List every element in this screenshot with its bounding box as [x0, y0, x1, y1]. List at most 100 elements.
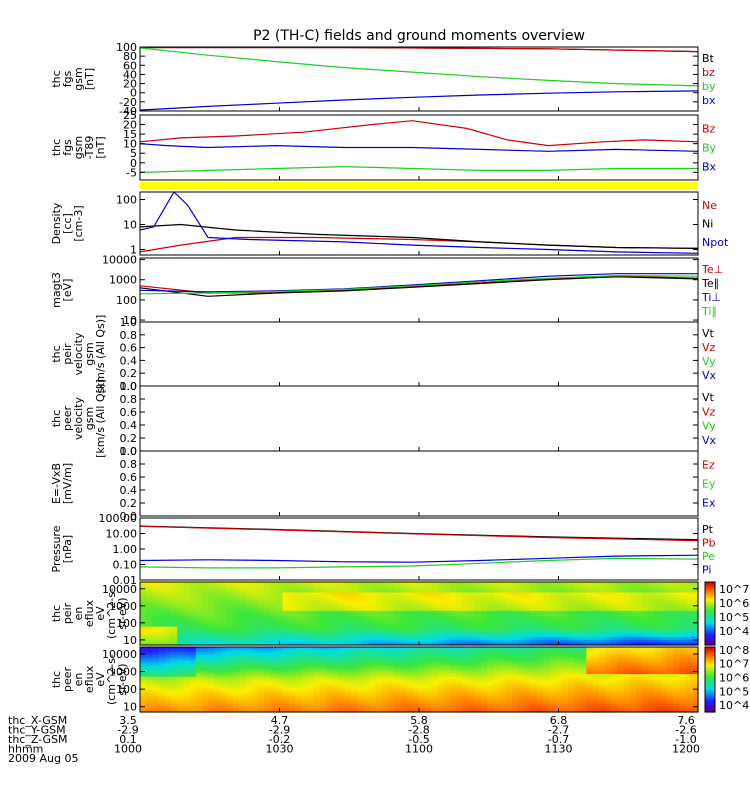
- spectrogram-cell: [375, 608, 383, 612]
- spectrogram-cell: [437, 642, 445, 646]
- spectrogram-cell: [202, 690, 209, 694]
- spectrogram-cell: [202, 687, 209, 691]
- spectrogram-cell: [381, 652, 389, 656]
- colorbar-swatch: [705, 653, 715, 656]
- spectrogram-cell: [499, 682, 507, 686]
- spectrogram-cell: [499, 703, 507, 708]
- spectrogram-cell: [456, 587, 463, 591]
- spectrogram-cell: [667, 639, 674, 643]
- spectrogram-cell: [406, 605, 414, 609]
- spectrogram-cell: [363, 655, 370, 659]
- spectrogram-cell: [276, 616, 284, 620]
- spectrogram-cell: [431, 709, 439, 713]
- spectrogram-cell: [140, 595, 147, 599]
- spectrogram-cell: [381, 649, 389, 654]
- y-axis-label: [mV/m]: [61, 463, 74, 504]
- spectrogram-cell: [468, 674, 476, 678]
- spectrogram-cell: [586, 603, 594, 607]
- spectrogram-cell: [586, 703, 594, 708]
- spectrogram-cell: [456, 674, 463, 678]
- spectrogram-cell: [344, 589, 352, 594]
- spectrogram-cell: [499, 652, 507, 656]
- y-tick-label: 0.10: [113, 559, 138, 572]
- spectrogram-cell: [617, 605, 625, 609]
- spectrogram-cell: [505, 582, 513, 586]
- spectrogram-cell: [642, 624, 649, 628]
- spectrogram-cell: [512, 610, 519, 615]
- spectrogram-cell: [276, 690, 284, 694]
- spectrogram-cell: [369, 660, 377, 664]
- spectrogram-cell: [425, 624, 432, 628]
- spectrogram-cell: [177, 624, 184, 628]
- spectrogram-cell: [462, 621, 470, 625]
- spectrogram-cell: [152, 639, 160, 643]
- spectrogram-cell: [450, 642, 457, 646]
- spectrogram-cell: [369, 693, 377, 697]
- spectrogram-cell: [270, 695, 277, 700]
- spectrogram-cell: [574, 637, 581, 641]
- spectrogram-cell: [357, 597, 364, 601]
- spectrogram-cell: [524, 600, 532, 604]
- spectrogram-cell: [295, 687, 302, 691]
- spectrogram-cell: [195, 637, 203, 641]
- spectrogram-cell: [431, 687, 439, 691]
- spectrogram-cell: [580, 655, 587, 659]
- spectrogram-cell: [499, 595, 507, 599]
- spectrogram-cell: [586, 676, 594, 681]
- spectrogram-cell: [493, 631, 501, 636]
- spectrogram-cell: [518, 595, 525, 599]
- spectrogram-cell: [189, 647, 197, 651]
- spectrogram-cell: [319, 634, 327, 638]
- spectrogram-cell: [313, 674, 321, 678]
- spectrogram-cell: [233, 665, 240, 670]
- spectrogram-cell: [171, 660, 178, 664]
- spectrogram-cell: [462, 631, 470, 636]
- spectrogram-cell: [251, 592, 259, 596]
- spectrogram-cell: [363, 642, 370, 646]
- spectrogram-cell: [673, 682, 680, 686]
- colorbar-swatch: [705, 703, 715, 707]
- spectrogram-cell: [629, 624, 637, 628]
- ephemeris-value: 1000: [114, 743, 142, 756]
- spectrogram-cell: [202, 652, 209, 656]
- spectrogram-cell: [226, 634, 234, 638]
- spectrogram-cell: [158, 597, 166, 601]
- spectrogram-cell: [574, 600, 581, 604]
- y-axis-label: peir: [61, 343, 74, 365]
- spectrogram-cell: [524, 649, 532, 654]
- spectrogram-cell: [257, 621, 265, 625]
- colorbar-swatch: [705, 635, 715, 638]
- spectrogram-cell: [642, 595, 649, 599]
- spectrogram-cell: [623, 582, 631, 586]
- spectrogram-cell: [673, 626, 680, 630]
- spectrogram-cell: [419, 657, 426, 662]
- spectrogram-cell: [344, 637, 352, 641]
- spectrogram-cell: [648, 637, 656, 641]
- spectrogram-cell: [152, 608, 160, 612]
- spectrogram-cell: [394, 706, 401, 710]
- spectrogram-cell: [214, 600, 222, 604]
- spectrogram-cell: [282, 663, 290, 667]
- y-axis-label: thc: [50, 605, 63, 622]
- spectrogram-cell: [431, 605, 439, 609]
- spectrogram-cell: [152, 618, 160, 622]
- spectrogram-cell: [270, 616, 277, 620]
- spectrogram-cell: [567, 649, 575, 654]
- spectrogram-cell: [567, 693, 575, 697]
- spectrogram-cell: [195, 663, 203, 667]
- spectrogram-cell: [288, 709, 296, 713]
- spectrogram-cell: [654, 671, 662, 675]
- spectrogram-cell: [301, 595, 308, 599]
- spectrogram-cell: [388, 610, 395, 615]
- spectrogram-cell: [598, 671, 606, 675]
- spectrogram-cell: [543, 703, 550, 708]
- spectrogram-cell: [561, 674, 569, 678]
- spectrogram-cell: [226, 679, 234, 683]
- spectrogram-cell: [499, 684, 507, 689]
- spectrogram-cell: [251, 682, 259, 686]
- spectrogram-cell: [326, 690, 333, 694]
- spectrogram-cell: [270, 668, 277, 672]
- spectrogram-cell: [660, 637, 668, 641]
- spectrogram-cell: [536, 668, 544, 672]
- spectrogram-cell: [264, 693, 271, 697]
